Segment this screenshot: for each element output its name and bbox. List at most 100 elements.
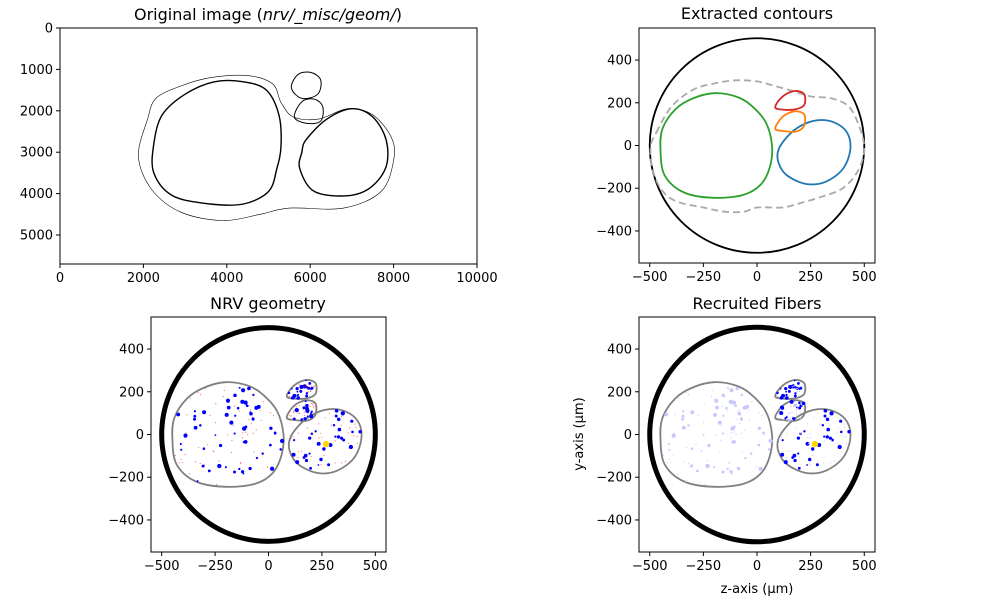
unmyelinated-fiber (795, 427, 797, 429)
unmyelinated-fiber (247, 434, 249, 436)
unmyelinated-fiber (320, 432, 322, 434)
nerve-circle (648, 37, 866, 254)
unmyelinated-fiber (719, 439, 721, 442)
unmyelinated-fiber (310, 390, 312, 392)
unmyelinated-fiber (841, 435, 844, 437)
myelinated-fiber (234, 414, 237, 417)
myelinated-fiber (731, 441, 734, 444)
myelinated-fiber (744, 456, 747, 460)
unmyelinated-fiber (808, 432, 811, 434)
myelinated-fiber (224, 466, 227, 469)
myelinated-fiber (193, 414, 197, 418)
myelinated-fiber (823, 408, 828, 413)
panel-extracted-contours: Extracted contours −500 −250 0 250 500 −400 −2… (596, 4, 876, 285)
unmyelinated-fiber (293, 419, 295, 421)
panel-title: Recruited Fibers (693, 294, 822, 313)
myelinated-fiber (762, 432, 765, 435)
x-tick-label: 0 (56, 271, 64, 286)
myelinated-fiber (193, 425, 198, 430)
myelinated-fiber (317, 464, 320, 466)
myelinated-fiber (798, 406, 802, 410)
myelinated-fiber (305, 394, 309, 398)
unmyelinated-fiber (789, 450, 791, 452)
myelinated-fiber (785, 390, 788, 393)
unmyelinated-fiber (298, 383, 300, 385)
unmyelinated-fiber (695, 444, 697, 446)
unmyelinated-fiber (321, 437, 323, 439)
myelinated-fiber (226, 405, 231, 410)
myelinated-fiber (722, 414, 725, 417)
myelinated-fiber (767, 448, 771, 451)
x-tick-label: 10000 (456, 271, 497, 286)
myelinated-fiber (798, 401, 801, 405)
myelinated-fiber (243, 440, 248, 444)
unmyelinated-fiber (712, 389, 714, 391)
y-tick-label: 2000 (20, 104, 53, 119)
myelinated-fiber (783, 460, 788, 465)
unmyelinated-fiber (722, 405, 724, 407)
myelinated-fiber (217, 463, 222, 469)
y-tick-label: 400 (119, 343, 144, 358)
myelinated-fiber (202, 447, 206, 450)
x-tick-label: 250 (309, 559, 334, 574)
unmyelinated-fiber (741, 393, 743, 395)
unmyelinated-fiber (251, 416, 254, 418)
unmyelinated-fiber (353, 435, 355, 437)
unmyelinated-fiber (788, 412, 790, 415)
x-tick-label: −250 (686, 270, 722, 285)
x-tick-label: −250 (686, 559, 722, 574)
unmyelinated-fiber (313, 406, 315, 408)
unmyelinated-fiber (341, 439, 344, 441)
outline-contour (138, 74, 395, 221)
unmyelinated-fiber (730, 437, 732, 439)
myelinated-fiber (199, 424, 202, 427)
unmyelinated-fiber (312, 402, 314, 404)
unmyelinated-fiber (829, 462, 831, 464)
myelinated-fiber (308, 436, 312, 440)
myelinated-fiber (180, 448, 183, 451)
unmyelinated-fiber (744, 429, 746, 431)
myelinated-fiber (808, 457, 812, 462)
y-tick-label: 0 (136, 428, 144, 443)
y-tick-label: 0 (624, 139, 632, 154)
myelinated-fiber (292, 438, 296, 442)
unmyelinated-fiber (782, 419, 784, 421)
myelinated-fiber (334, 414, 338, 418)
x-tick-label: 6000 (294, 271, 327, 286)
myelinated-fiber (690, 410, 695, 415)
myelinated-fiber (238, 467, 241, 471)
unmyelinated-fiber (288, 396, 290, 398)
x-tick-label: −500 (144, 559, 180, 574)
unmyelinated-fiber (726, 410, 729, 412)
unmyelinated-fiber (796, 387, 799, 389)
unmyelinated-fiber (260, 419, 262, 421)
myelinated-fiber (244, 425, 248, 429)
unmyelinated-fiber (812, 454, 814, 456)
myelinated-fiber (196, 480, 199, 483)
unmyelinated-fiber (297, 451, 299, 453)
unmyelinated-fiber (297, 432, 300, 434)
myelinated-fiber (715, 405, 719, 410)
unmyelinated-fiber (799, 412, 801, 414)
x-tick-label: −500 (632, 270, 668, 285)
myelinated-fiber (249, 411, 252, 413)
unmyelinated-fiber (347, 432, 349, 434)
myelinated-fiber (207, 469, 211, 473)
myelinated-fiber (721, 432, 725, 435)
myelinated-fiber (739, 417, 744, 421)
unmyelinated-fiber (340, 424, 342, 426)
myelinated-fiber (721, 470, 725, 474)
myelinated-fiber (292, 417, 296, 421)
myelinated-fiber (793, 379, 796, 382)
unmyelinated-fiber (178, 462, 180, 464)
y-tick-label: −200 (596, 471, 632, 486)
myelinated-fiber (319, 457, 323, 462)
myelinated-fiber (214, 434, 217, 436)
unmyelinated-fiber (214, 422, 217, 424)
myelinated-fiber (726, 467, 729, 471)
unmyelinated-fiber (796, 387, 798, 389)
myelinated-fiber (667, 442, 670, 445)
fascicle-outline (285, 379, 318, 400)
unmyelinated-fiber (791, 416, 793, 418)
unmyelinated-fiber (318, 423, 320, 425)
